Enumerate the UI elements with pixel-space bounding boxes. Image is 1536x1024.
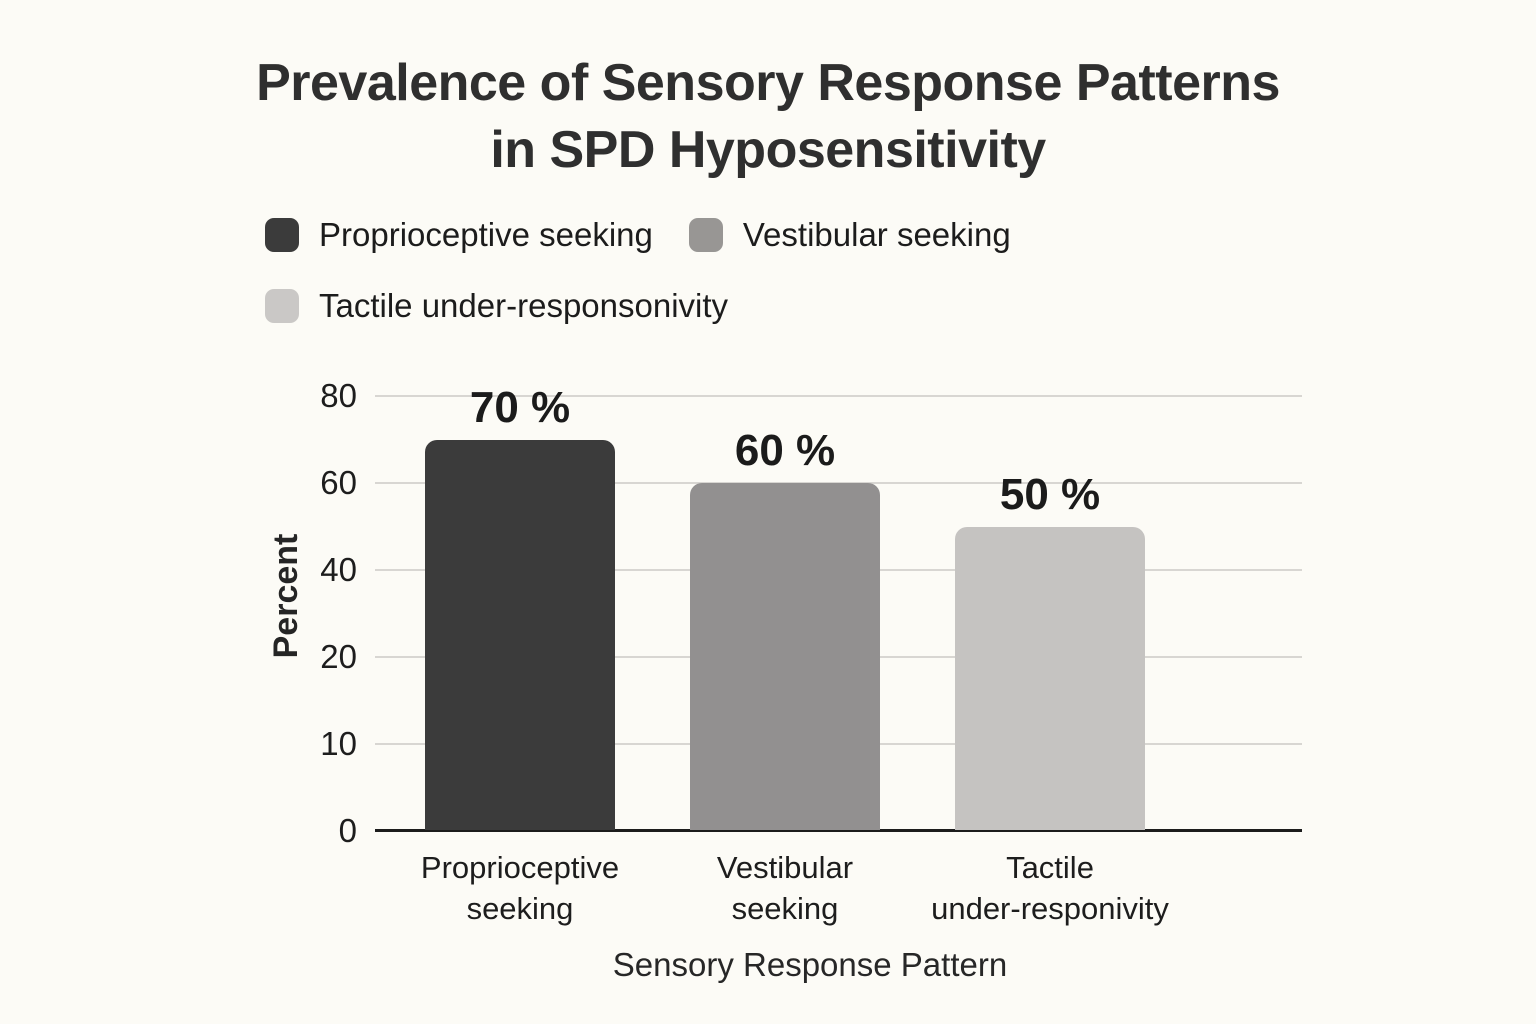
- chart-title-line-1: Prevalence of Sensory Response Patterns: [256, 54, 1280, 112]
- legend-item-proprioceptive-seeking: Proprioceptive seeking: [265, 216, 653, 254]
- legend-item-tactile-under-responsonivity: Tactile under-responsonivity: [265, 287, 728, 325]
- x-tick-label-line: Vestibular: [716, 850, 854, 885]
- x-tick-label-line: seeking: [731, 891, 839, 926]
- legend-swatch-light-icon: [265, 289, 299, 323]
- legend-label: Tactile under-responsonivity: [319, 287, 729, 324]
- chart-title-line-2: in SPD Hyposensitivity: [490, 121, 1046, 179]
- x-axis-title: Sensory Response Pattern: [612, 946, 1008, 983]
- bar-tactile-under-responivity: [955, 527, 1145, 830]
- legend-row-2: Tactile under-responsonivity: [265, 287, 1011, 325]
- x-axis-line: [375, 829, 1302, 832]
- y-tick-label: 80: [320, 377, 357, 414]
- x-tick-label-line: Tactile: [1006, 850, 1094, 885]
- legend-swatch-dark-icon: [265, 218, 299, 252]
- x-tick-label-line: seeking: [466, 891, 574, 926]
- x-tick-label: Vestibular seeking: [615, 847, 955, 929]
- y-tick-label: 60: [320, 464, 357, 501]
- gridline: [375, 395, 1302, 397]
- y-tick-label: 40: [320, 551, 357, 588]
- legend-label: Vestibular seeking: [742, 216, 1011, 253]
- legend: Proprioceptive seeking Vestibular seekin…: [265, 216, 1011, 325]
- plot-area: 0 10 20 40 60 80 70 % Proprioceptive seeking 60 %…: [320, 377, 1302, 926]
- bar-value-label: 50 %: [999, 470, 1101, 519]
- y-tick-label: 0: [338, 812, 357, 849]
- bar-vestibular-seeking: [690, 483, 880, 830]
- x-tick-label: Tactile under-responivity: [880, 847, 1220, 929]
- x-tick-label-line: under-responivity: [931, 891, 1169, 926]
- x-tick-label: Proprioceptive seeking: [350, 847, 690, 929]
- legend-label: Proprioceptive seeking: [319, 216, 653, 253]
- legend-swatch-gray-icon: [688, 218, 723, 252]
- bar-value-label: 60 %: [734, 426, 836, 475]
- legend-row-1: Proprioceptive seeking Vestibular seekin…: [265, 216, 1011, 254]
- y-tick-label: 20: [320, 638, 357, 675]
- legend-item-vestibular-seeking: Vestibular seeking: [688, 216, 1011, 254]
- chart-title: Prevalence of Sensory Response Patterns …: [0, 50, 1536, 184]
- bar-proprioceptive-seeking: [425, 440, 615, 830]
- bar-value-label: 70 %: [469, 383, 571, 432]
- y-tick-label: 10: [320, 725, 357, 762]
- x-tick-label-line: Proprioceptive: [420, 850, 620, 885]
